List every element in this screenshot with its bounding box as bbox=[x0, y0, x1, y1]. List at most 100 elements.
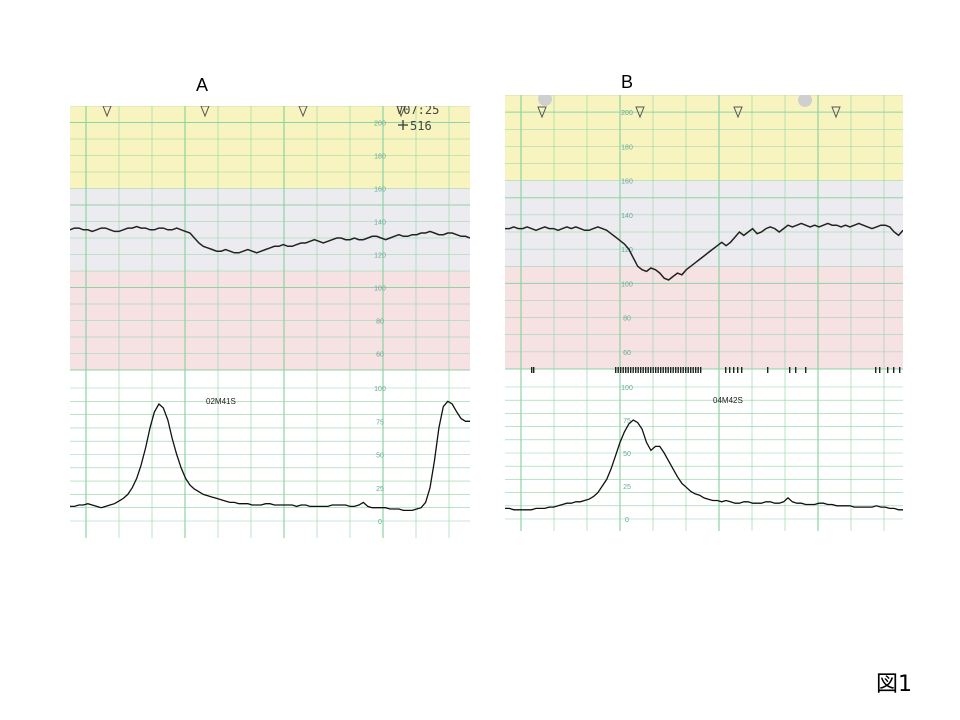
movement-mark bbox=[670, 367, 672, 373]
fhr-tick-label: 80 bbox=[623, 316, 631, 323]
fhr-trace bbox=[70, 225, 470, 254]
fetal-movement-marks bbox=[531, 367, 901, 373]
fhr-tick-label: 160 bbox=[374, 187, 386, 194]
movement-mark bbox=[680, 367, 682, 373]
triangle-marker-icon bbox=[102, 106, 112, 118]
movement-mark bbox=[875, 367, 877, 373]
toco-background bbox=[505, 369, 903, 531]
movement-mark bbox=[655, 367, 657, 373]
scale-markers bbox=[537, 106, 841, 119]
binder-hole-icon bbox=[538, 95, 812, 107]
movement-mark bbox=[695, 367, 697, 373]
fhr-tick-label: 100 bbox=[374, 286, 386, 293]
movement-mark bbox=[672, 367, 674, 373]
zone-band-normal bbox=[505, 180, 903, 267]
fhr-tick-label: 120 bbox=[621, 247, 633, 254]
figure-label: 図1 bbox=[876, 672, 912, 697]
movement-mark bbox=[737, 367, 739, 373]
toco-tick-label: 75 bbox=[623, 418, 631, 425]
movement-mark bbox=[682, 367, 684, 373]
movement-mark bbox=[647, 367, 649, 373]
movement-mark bbox=[615, 367, 617, 373]
movement-mark bbox=[690, 367, 692, 373]
movement-mark bbox=[650, 367, 652, 373]
contraction-trace bbox=[70, 400, 470, 512]
fhr-tick-label: 60 bbox=[623, 350, 631, 357]
movement-mark bbox=[632, 367, 634, 373]
movement-mark bbox=[642, 367, 644, 373]
triangle-marker-icon bbox=[635, 106, 645, 119]
movement-mark bbox=[879, 367, 881, 373]
y-tick-labels: 60 80 100 120 140 160 180 200 0 25 50 75 100 bbox=[621, 110, 633, 524]
plus-icon bbox=[398, 120, 408, 130]
zone-band-normal bbox=[70, 188, 470, 271]
movement-mark bbox=[685, 367, 687, 373]
movement-mark bbox=[531, 367, 533, 373]
movement-mark bbox=[725, 367, 727, 373]
movement-mark bbox=[667, 367, 669, 373]
triangle-marker-icon bbox=[537, 106, 547, 119]
movement-mark bbox=[729, 367, 731, 373]
toco-tick-label: 50 bbox=[623, 451, 631, 458]
scale-markers bbox=[102, 106, 406, 118]
toco-tick-label: 25 bbox=[623, 484, 631, 491]
movement-mark bbox=[677, 367, 679, 373]
fhr-tick-label: 100 bbox=[621, 281, 633, 288]
toco-tick-label: 75 bbox=[376, 419, 384, 426]
movement-mark bbox=[617, 367, 619, 373]
zone-band-high bbox=[70, 106, 470, 189]
movement-mark bbox=[887, 367, 889, 373]
zone-band-high bbox=[505, 95, 903, 181]
movement-mark bbox=[665, 367, 667, 373]
fhr-tick-label: 140 bbox=[374, 220, 386, 227]
fhr-tick-label: 160 bbox=[621, 179, 633, 186]
contraction-interval: 02M41S bbox=[206, 397, 236, 406]
movement-mark bbox=[789, 367, 791, 373]
fhr-zone-bands bbox=[505, 95, 903, 531]
panel-a-label: A bbox=[196, 75, 209, 95]
fhr-zone-bands bbox=[70, 106, 470, 538]
fhr-tick-label: 60 bbox=[376, 352, 384, 359]
fhr-tick-label: 180 bbox=[621, 144, 633, 151]
movement-mark bbox=[805, 367, 807, 373]
y-tick-labels: 60 80 100 120 140 160 180 200 0 25 50 75 100 bbox=[374, 121, 386, 527]
movement-mark bbox=[733, 367, 735, 373]
fhr-tick-label: 120 bbox=[374, 253, 386, 260]
toco-tick-label: 0 bbox=[378, 519, 382, 526]
ctg-chart-b: 60 80 100 120 140 160 180 200 0 25 50 75 100 04M42S bbox=[505, 95, 903, 531]
triangle-marker-icon bbox=[733, 106, 743, 119]
movement-mark bbox=[627, 367, 629, 373]
movement-mark bbox=[662, 367, 664, 373]
fhr-tick-label: 140 bbox=[621, 213, 633, 220]
movement-mark bbox=[675, 367, 677, 373]
toco-tick-label: 25 bbox=[376, 486, 384, 493]
triangle-marker-icon bbox=[298, 106, 308, 118]
timestamp: V07:25 bbox=[396, 106, 439, 117]
movement-mark bbox=[899, 367, 901, 373]
movement-mark bbox=[645, 367, 647, 373]
movement-mark bbox=[692, 367, 694, 373]
movement-mark bbox=[622, 367, 624, 373]
triangle-marker-icon bbox=[396, 106, 406, 118]
movement-mark bbox=[630, 367, 632, 373]
fhr-tick-label: 180 bbox=[374, 154, 386, 161]
fhr-tick-label: 200 bbox=[621, 110, 633, 117]
toco-tick-label: 100 bbox=[374, 386, 386, 393]
movement-mark bbox=[660, 367, 662, 373]
movement-mark bbox=[635, 367, 637, 373]
contraction-interval: 04M42S bbox=[713, 396, 743, 405]
triangle-marker-icon bbox=[831, 106, 841, 119]
movement-mark bbox=[741, 367, 743, 373]
triangle-marker-icon bbox=[200, 106, 210, 118]
movement-mark bbox=[657, 367, 659, 373]
movement-mark bbox=[625, 367, 627, 373]
record-count: 516 bbox=[410, 119, 432, 133]
movement-mark bbox=[700, 367, 702, 373]
movement-mark bbox=[687, 367, 689, 373]
fhr-tick-label: 80 bbox=[376, 319, 384, 326]
contraction-trace bbox=[505, 419, 903, 511]
movement-mark bbox=[637, 367, 639, 373]
toco-tick-label: 0 bbox=[625, 517, 629, 524]
toco-tick-label: 100 bbox=[621, 385, 633, 392]
